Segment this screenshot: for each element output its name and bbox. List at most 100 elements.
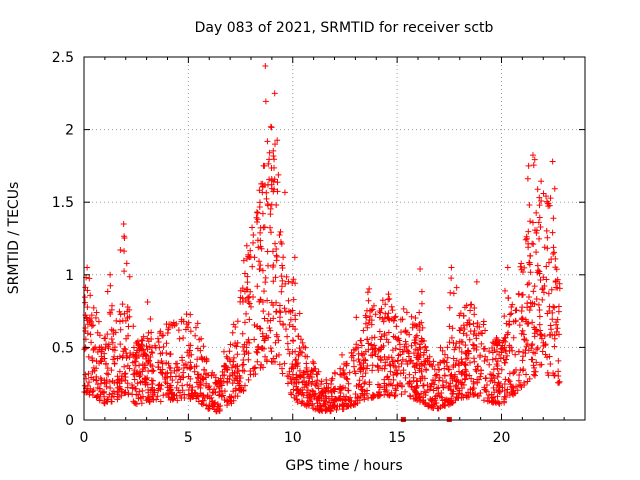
data-point [276, 361, 283, 368]
data-point [398, 329, 405, 336]
data-point [141, 375, 148, 382]
data-point [314, 395, 321, 402]
data-point [216, 406, 223, 413]
data-point [494, 393, 501, 400]
data-point [221, 372, 228, 379]
data-point [407, 393, 414, 400]
data-point [455, 379, 462, 386]
data-point [332, 385, 339, 392]
data-point [102, 335, 109, 342]
data-point [281, 305, 288, 312]
data-point [512, 351, 519, 358]
data-point [408, 342, 415, 349]
data-point [239, 343, 246, 350]
data-point [230, 388, 237, 395]
data-point [158, 369, 165, 376]
data-point [156, 344, 163, 351]
data-point [545, 290, 552, 297]
data-point [90, 322, 97, 329]
data-point [539, 348, 546, 355]
data-point [148, 349, 155, 356]
data-point [111, 379, 118, 386]
data-point [403, 358, 410, 365]
data-point [356, 381, 363, 388]
data-point [246, 293, 253, 300]
data-point [260, 308, 267, 315]
data-point [536, 313, 543, 320]
data-point [120, 220, 127, 227]
data-point [446, 323, 453, 330]
data-point [447, 289, 454, 296]
data-point [539, 296, 546, 303]
data-point [144, 381, 151, 388]
data-point [198, 354, 205, 361]
data-point [297, 348, 304, 355]
data-point [531, 301, 538, 308]
data-point [216, 392, 223, 399]
data-point [547, 195, 554, 202]
data-point [236, 386, 243, 393]
data-point [530, 241, 537, 248]
data-point [287, 376, 294, 383]
data-point [254, 349, 261, 356]
data-point [124, 380, 131, 387]
data-point [375, 388, 382, 395]
data-point [271, 90, 278, 97]
data-point [506, 370, 513, 377]
data-point [344, 403, 351, 410]
data-point [404, 361, 411, 368]
data-point [218, 382, 225, 389]
data-point [305, 379, 312, 386]
data-point [402, 327, 409, 334]
data-point [300, 343, 307, 350]
data-point [430, 403, 437, 410]
data-point [452, 344, 459, 351]
data-point [198, 400, 205, 407]
data-point [104, 331, 111, 338]
data-point [377, 336, 384, 343]
data-point [402, 374, 409, 381]
data-point [230, 358, 237, 365]
data-point [540, 274, 547, 281]
data-point [286, 321, 293, 328]
data-point [284, 333, 291, 340]
data-point [130, 371, 137, 378]
data-point [259, 184, 266, 191]
data-point [455, 394, 462, 401]
data-point [370, 302, 377, 309]
data-point [256, 298, 263, 305]
data-point [461, 375, 468, 382]
data-point [296, 345, 303, 352]
data-point [131, 358, 138, 365]
data-point [94, 393, 101, 400]
data-point [396, 341, 403, 348]
data-point [449, 390, 456, 397]
data-point [318, 389, 325, 396]
data-point [108, 367, 115, 374]
data-point [124, 303, 131, 310]
data-point [471, 327, 478, 334]
data-point [138, 341, 145, 348]
data-point [180, 369, 187, 376]
data-point [178, 318, 185, 325]
y-tick-label: 0.5 [52, 340, 74, 356]
data-point [297, 373, 304, 380]
data-point [214, 401, 221, 408]
data-point [264, 297, 271, 304]
data-point [176, 389, 183, 396]
data-point [273, 308, 280, 315]
data-point [481, 384, 488, 391]
data-point [549, 316, 556, 323]
data-point [121, 363, 128, 370]
data-point [425, 402, 432, 409]
data-point [433, 372, 440, 379]
data-point [371, 349, 378, 355]
data-point [365, 319, 372, 326]
data-point [270, 147, 277, 154]
data-point [356, 359, 363, 366]
data-point [541, 332, 548, 339]
data-point [203, 402, 210, 409]
data-point [84, 304, 91, 311]
data-point [533, 227, 540, 234]
data-point [529, 319, 536, 326]
